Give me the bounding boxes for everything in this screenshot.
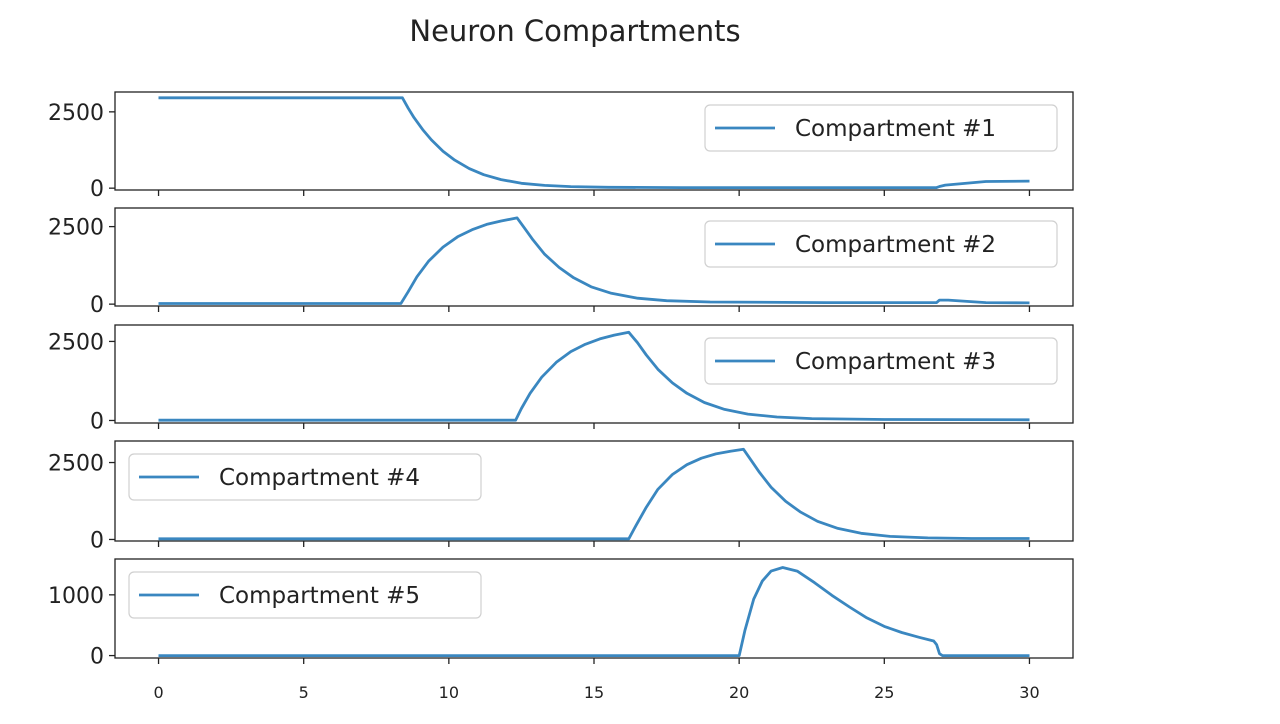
legend-box	[128, 571, 482, 619]
legend-box	[704, 220, 1058, 268]
y-tick-label: 0	[90, 528, 104, 553]
chart-title: Neuron Compartments	[409, 14, 741, 48]
panel-5: 0 1000 Compartment #5	[48, 558, 1074, 670]
legend-box	[704, 104, 1058, 152]
series-line	[158, 566, 1030, 657]
x-tick-label: 30	[1019, 683, 1039, 702]
legend-label: Compartment #3	[795, 349, 996, 375]
legend: Compartment #1	[704, 104, 1058, 152]
y-tick-label: 0	[90, 645, 104, 670]
legend-box	[128, 453, 482, 501]
x-tick-label: 0	[153, 683, 163, 702]
y-tick-label: 0	[90, 409, 104, 434]
legend: Compartment #5	[128, 571, 482, 619]
y-tick-label: 2500	[48, 330, 104, 355]
y-tick-label: 2500	[48, 101, 104, 126]
y-tick-label: 1000	[48, 584, 104, 609]
series-line	[158, 96, 1030, 189]
panel-4: 0 2500 Compartment #4	[48, 440, 1074, 553]
y-tick-label: 0	[90, 177, 104, 202]
y-tick-label: 2500	[48, 452, 104, 477]
y-tick-label: 2500	[48, 216, 104, 241]
legend-label: Compartment #1	[795, 116, 996, 142]
series-line	[158, 216, 1030, 305]
panel-3: 0 2500 Compartment #3	[48, 324, 1074, 434]
x-tick-label: 25	[874, 683, 894, 702]
legend-box	[704, 337, 1058, 385]
x-tick-label: 15	[584, 683, 604, 702]
legend: Compartment #3	[704, 337, 1058, 385]
legend-label: Compartment #5	[219, 583, 420, 609]
legend-label: Compartment #4	[219, 465, 420, 491]
series-line	[158, 330, 1030, 422]
x-tick-label: 20	[729, 683, 749, 702]
x-tick-label: 5	[299, 683, 309, 702]
legend: Compartment #4	[128, 453, 482, 501]
panel-1: 0 2500 Compartment #1	[48, 91, 1074, 202]
legend: Compartment #2	[704, 220, 1058, 268]
legend-label: Compartment #2	[795, 232, 996, 258]
y-tick-label: 0	[90, 293, 104, 318]
x-tick-label: 10	[439, 683, 459, 702]
panel-2: 0 2500 Compartment #2	[48, 207, 1074, 318]
series-line	[158, 447, 1030, 541]
